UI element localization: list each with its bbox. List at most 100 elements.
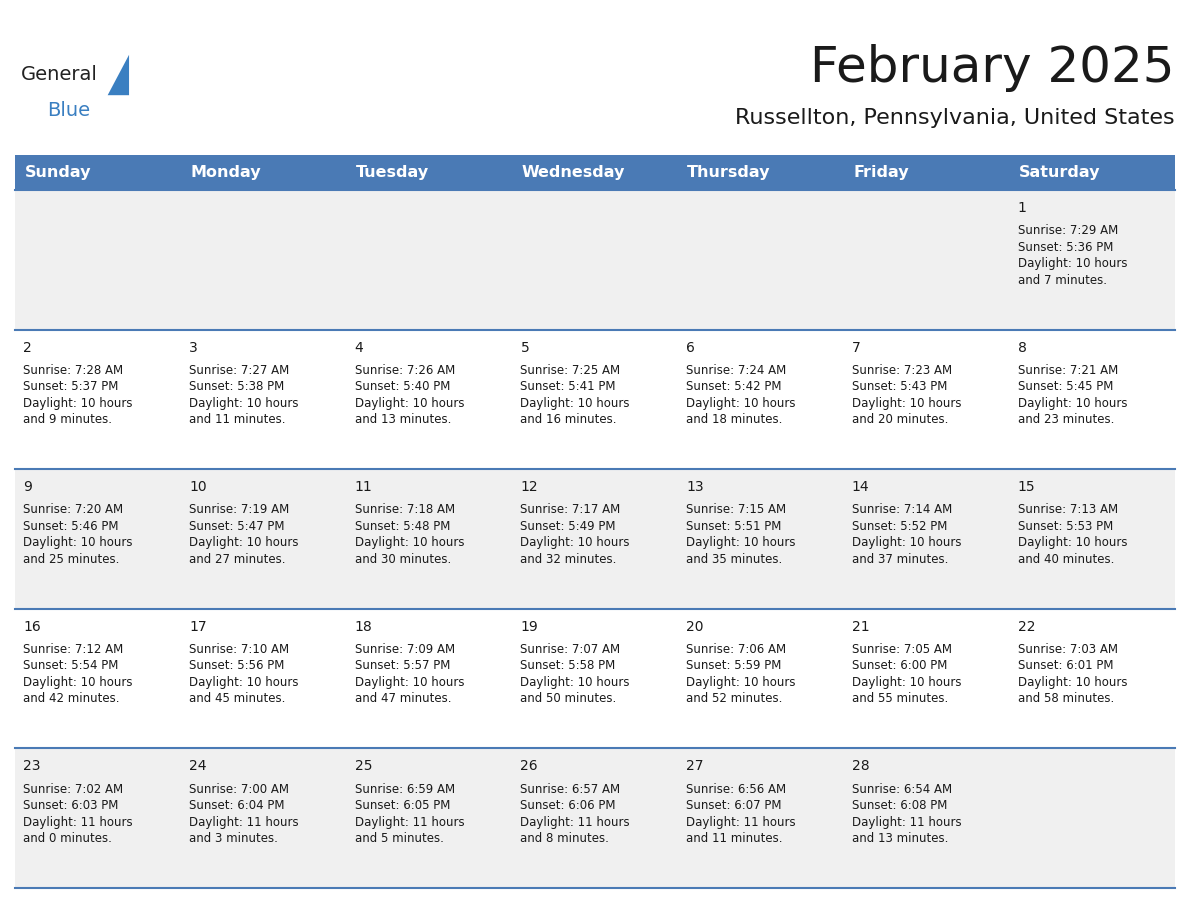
Text: and 55 minutes.: and 55 minutes. [852,692,948,705]
Bar [512,748,678,888]
Bar [15,469,181,609]
Text: and 27 minutes.: and 27 minutes. [189,553,285,565]
Bar [1010,609,1175,748]
Bar [1010,155,1175,190]
Text: and 35 minutes.: and 35 minutes. [687,553,783,565]
Text: Sunset: 6:00 PM: Sunset: 6:00 PM [852,659,947,672]
Bar [843,469,1010,609]
Text: Daylight: 10 hours: Daylight: 10 hours [189,397,298,409]
Text: 21: 21 [852,620,870,633]
Text: and 13 minutes.: and 13 minutes. [355,413,451,426]
Text: Sunrise: 7:23 AM: Sunrise: 7:23 AM [852,364,952,376]
Text: Sunset: 6:07 PM: Sunset: 6:07 PM [687,799,782,812]
Text: Sunset: 5:56 PM: Sunset: 5:56 PM [189,659,284,672]
Text: Daylight: 10 hours: Daylight: 10 hours [355,397,465,409]
Text: 18: 18 [355,620,373,633]
Bar [347,748,512,888]
Text: Daylight: 10 hours: Daylight: 10 hours [189,536,298,549]
Text: Saturday: Saturday [1019,165,1100,180]
Text: Sunset: 5:47 PM: Sunset: 5:47 PM [189,520,285,532]
Text: Sunset: 6:05 PM: Sunset: 6:05 PM [355,799,450,812]
Text: Sunrise: 7:24 AM: Sunrise: 7:24 AM [687,364,786,376]
Text: Sunset: 5:43 PM: Sunset: 5:43 PM [852,380,947,393]
Text: Sunrise: 7:14 AM: Sunrise: 7:14 AM [852,503,952,516]
Bar [512,190,678,330]
Bar [1010,748,1175,888]
Text: Sunrise: 7:02 AM: Sunrise: 7:02 AM [24,782,124,796]
Text: and 3 minutes.: and 3 minutes. [189,832,278,845]
Text: and 45 minutes.: and 45 minutes. [189,692,285,705]
Text: Sunrise: 6:59 AM: Sunrise: 6:59 AM [355,782,455,796]
Text: Sunrise: 7:15 AM: Sunrise: 7:15 AM [687,503,786,516]
Bar [181,609,347,748]
Text: Sunset: 6:08 PM: Sunset: 6:08 PM [852,799,947,812]
Text: Sunset: 6:04 PM: Sunset: 6:04 PM [189,799,285,812]
Bar [843,155,1010,190]
Text: Daylight: 10 hours: Daylight: 10 hours [520,397,630,409]
Text: Sunset: 5:48 PM: Sunset: 5:48 PM [355,520,450,532]
Bar [843,748,1010,888]
Text: Daylight: 11 hours: Daylight: 11 hours [189,815,298,829]
Text: and 13 minutes.: and 13 minutes. [852,832,948,845]
Text: Sunset: 5:49 PM: Sunset: 5:49 PM [520,520,615,532]
Text: Sunrise: 7:03 AM: Sunrise: 7:03 AM [1018,643,1118,656]
Text: 26: 26 [520,759,538,774]
Text: 10: 10 [189,480,207,494]
Text: Sunset: 5:54 PM: Sunset: 5:54 PM [24,659,119,672]
Text: Daylight: 10 hours: Daylight: 10 hours [24,536,133,549]
Text: and 42 minutes.: and 42 minutes. [24,692,120,705]
Text: Sunset: 5:51 PM: Sunset: 5:51 PM [687,520,782,532]
Text: February 2025: February 2025 [810,44,1175,92]
Text: Sunrise: 6:56 AM: Sunrise: 6:56 AM [687,782,786,796]
Text: 22: 22 [1018,620,1035,633]
Text: and 5 minutes.: and 5 minutes. [355,832,443,845]
Text: Sunrise: 7:05 AM: Sunrise: 7:05 AM [852,643,952,656]
Text: and 16 minutes.: and 16 minutes. [520,413,617,426]
Text: 27: 27 [687,759,703,774]
Text: 4: 4 [355,341,364,354]
Text: Sunrise: 7:29 AM: Sunrise: 7:29 AM [1018,224,1118,237]
Text: Sunset: 5:37 PM: Sunset: 5:37 PM [24,380,119,393]
Bar [843,330,1010,469]
Bar [15,330,181,469]
Text: Sunrise: 7:17 AM: Sunrise: 7:17 AM [520,503,620,516]
Text: Daylight: 10 hours: Daylight: 10 hours [520,676,630,688]
Text: and 23 minutes.: and 23 minutes. [1018,413,1114,426]
Bar [512,469,678,609]
Text: Daylight: 10 hours: Daylight: 10 hours [1018,257,1127,270]
Text: and 47 minutes.: and 47 minutes. [355,692,451,705]
Bar [347,330,512,469]
Text: Sunrise: 6:54 AM: Sunrise: 6:54 AM [852,782,952,796]
Bar [181,469,347,609]
Text: and 0 minutes.: and 0 minutes. [24,832,112,845]
Text: 25: 25 [355,759,372,774]
Text: Thursday: Thursday [688,165,771,180]
Text: 19: 19 [520,620,538,633]
Text: Sunrise: 7:18 AM: Sunrise: 7:18 AM [355,503,455,516]
Text: Blue: Blue [48,100,90,119]
Text: Daylight: 10 hours: Daylight: 10 hours [1018,536,1127,549]
Text: Sunset: 6:06 PM: Sunset: 6:06 PM [520,799,615,812]
Text: Wednesday: Wednesday [522,165,625,180]
Text: and 11 minutes.: and 11 minutes. [189,413,285,426]
Text: Tuesday: Tuesday [356,165,429,180]
Bar [843,190,1010,330]
Text: Sunset: 5:40 PM: Sunset: 5:40 PM [355,380,450,393]
Text: 16: 16 [24,620,42,633]
Text: Sunrise: 7:20 AM: Sunrise: 7:20 AM [24,503,124,516]
Text: Daylight: 10 hours: Daylight: 10 hours [852,536,961,549]
Text: Sunrise: 7:07 AM: Sunrise: 7:07 AM [520,643,620,656]
Text: Monday: Monday [190,165,261,180]
Text: Russellton, Pennsylvania, United States: Russellton, Pennsylvania, United States [735,108,1175,128]
Text: and 58 minutes.: and 58 minutes. [1018,692,1114,705]
Text: and 52 minutes.: and 52 minutes. [687,692,783,705]
Text: Daylight: 10 hours: Daylight: 10 hours [520,536,630,549]
Bar [15,748,181,888]
Text: Sunset: 5:42 PM: Sunset: 5:42 PM [687,380,782,393]
Text: Sunrise: 7:21 AM: Sunrise: 7:21 AM [1018,364,1118,376]
Text: 24: 24 [189,759,207,774]
Text: Sunrise: 7:00 AM: Sunrise: 7:00 AM [189,782,289,796]
Text: 13: 13 [687,480,703,494]
Text: Daylight: 10 hours: Daylight: 10 hours [24,397,133,409]
Text: Daylight: 10 hours: Daylight: 10 hours [687,536,796,549]
